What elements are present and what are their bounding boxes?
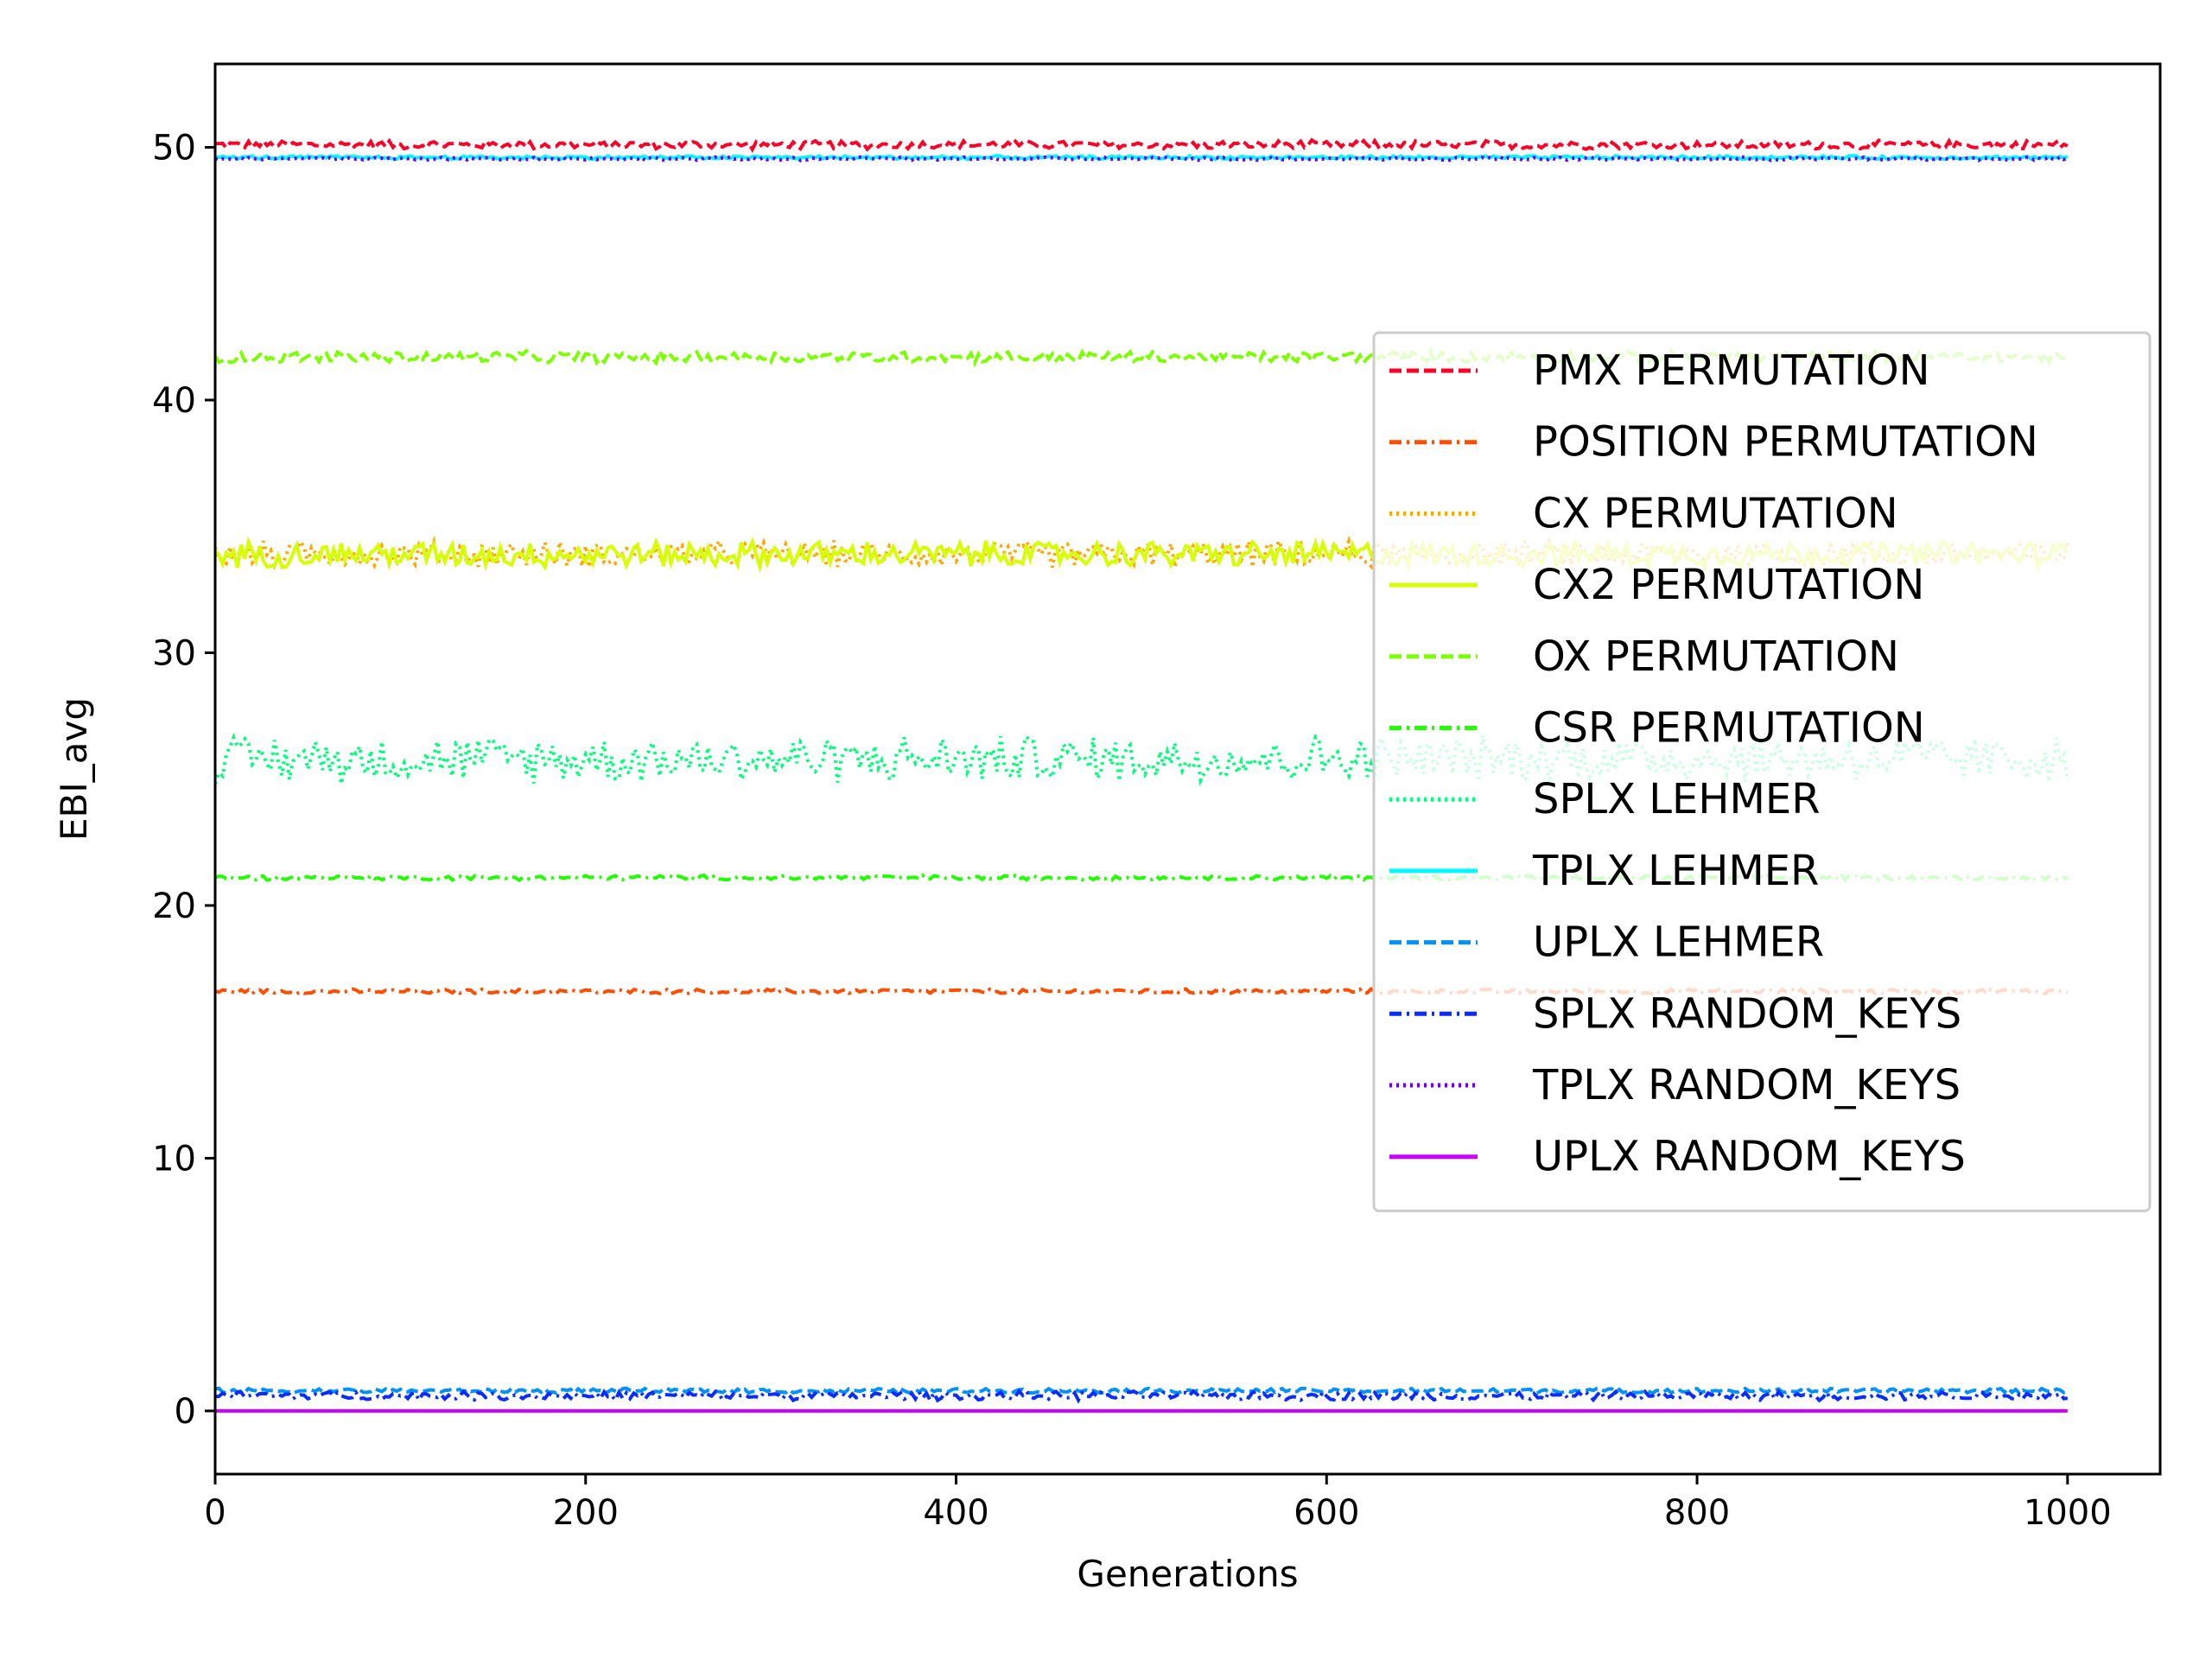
series-line-9 xyxy=(215,1385,2069,1395)
legend-label: UPLX LEHMER xyxy=(1533,918,1824,967)
x-tick-label: 400 xyxy=(923,1493,988,1533)
legend-label: TPLX RANDOM_KEYS xyxy=(1532,1061,1961,1109)
y-tick-label: 10 xyxy=(152,1139,196,1179)
legend-label: OX PERMUTATION xyxy=(1533,632,1899,681)
legend-label: SPLX RANDOM_KEYS xyxy=(1533,989,1961,1038)
series-line-8 xyxy=(215,153,2069,162)
y-tick-label: 30 xyxy=(152,633,196,673)
y-axis-label: EBI_avg xyxy=(53,697,95,841)
legend-label: PMX PERMUTATION xyxy=(1533,346,1930,395)
legend-label: CX2 PERMUTATION xyxy=(1533,561,1924,609)
legend-label: SPLX LEHMER xyxy=(1533,775,1821,823)
legend-box xyxy=(1372,331,2152,1212)
y-tick-label: 20 xyxy=(152,887,196,926)
y-tick-label: 40 xyxy=(152,381,196,421)
y-tick-label: 50 xyxy=(152,129,196,168)
legend-label: UPLX RANDOM_KEYS xyxy=(1533,1133,1966,1181)
x-tick-label: 200 xyxy=(553,1493,619,1533)
x-tick-label: 0 xyxy=(204,1493,226,1533)
x-axis-label: Generations xyxy=(1077,1553,1298,1595)
legend-label: CX PERMUTATION xyxy=(1533,489,1898,537)
series-line-10 xyxy=(215,1388,2068,1405)
legend-label: POSITION PERMUTATION xyxy=(1533,418,2038,467)
ticks-layer: 0 200 400 600 800 1000 0 10 20 30 40 50 xyxy=(152,129,2112,1533)
y-tick-label: 0 xyxy=(175,1392,196,1432)
x-tick-label: 1000 xyxy=(2024,1493,2112,1533)
series-line-1 xyxy=(215,137,2069,153)
x-tick-label: 600 xyxy=(1294,1493,1359,1533)
legend: PMX PERMUTATION POSITION PERMUTATION CX PE… xyxy=(1372,331,2152,1212)
legend-label: CSR PERMUTATION xyxy=(1533,704,1925,753)
legend-label: TPLX LEHMER xyxy=(1532,847,1819,895)
x-tick-label: 800 xyxy=(1664,1493,1730,1533)
plot-frame xyxy=(213,62,2162,1476)
